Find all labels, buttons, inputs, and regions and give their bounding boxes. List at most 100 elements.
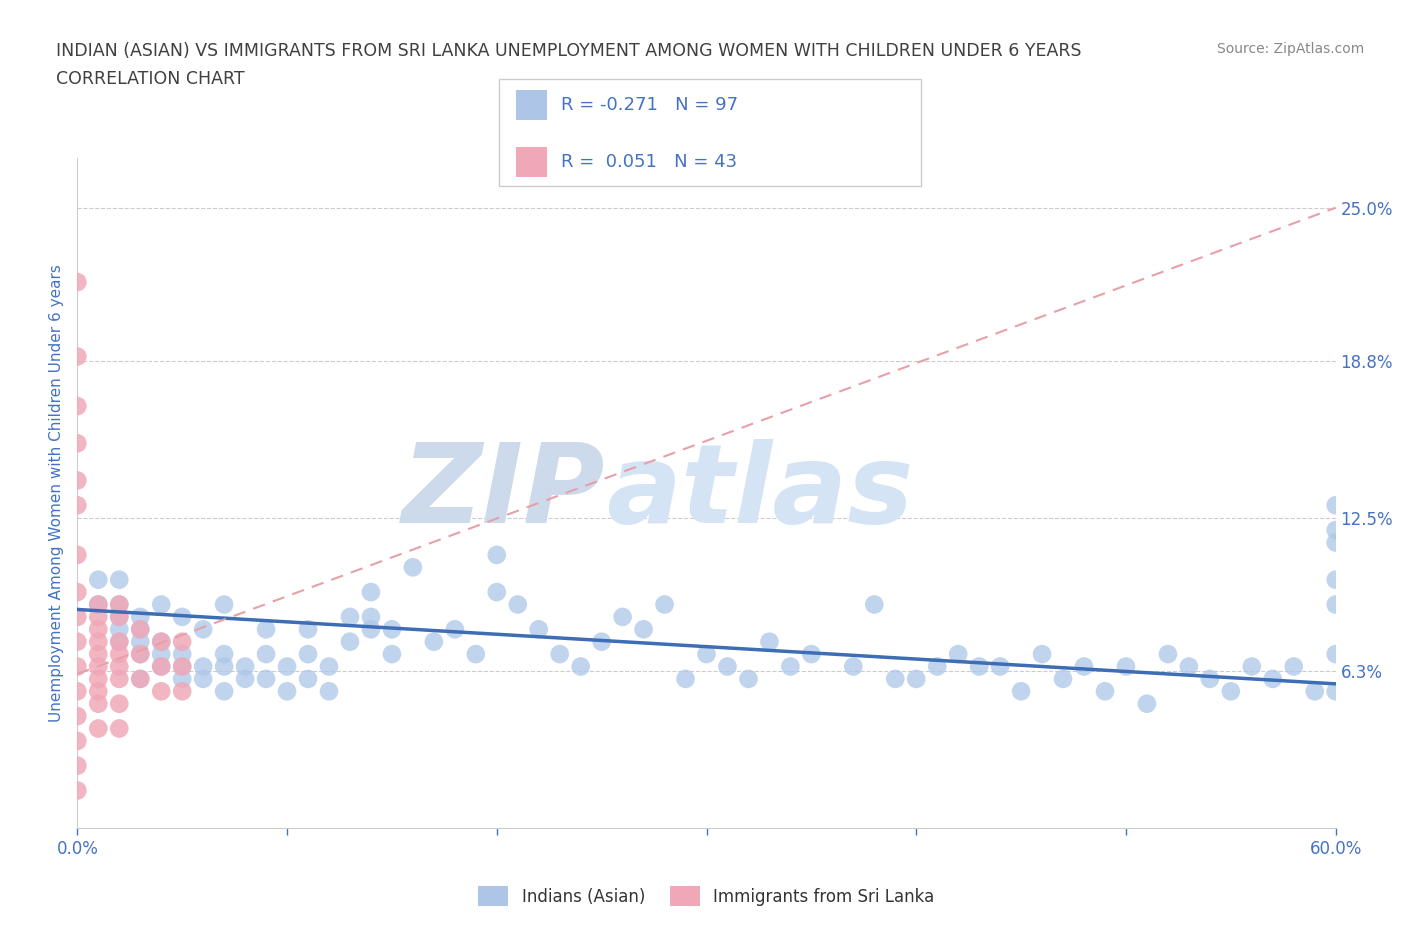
Point — [276, 659, 298, 674]
Point — [1219, 684, 1241, 698]
Point — [633, 622, 655, 637]
Point — [66, 684, 89, 698]
Point — [967, 659, 990, 674]
Point — [360, 622, 382, 637]
Point — [1094, 684, 1116, 698]
Point — [1136, 697, 1159, 711]
Point — [402, 560, 425, 575]
Point — [444, 622, 467, 637]
Point — [87, 609, 110, 624]
Point — [129, 646, 152, 661]
Point — [297, 646, 319, 661]
Point — [150, 634, 173, 649]
Point — [360, 609, 382, 624]
Point — [87, 634, 110, 649]
Point — [191, 659, 215, 674]
Point — [150, 597, 173, 612]
Point — [842, 659, 865, 674]
Point — [66, 473, 89, 488]
Point — [527, 622, 550, 637]
Point — [254, 622, 277, 637]
Text: R =  0.051   N = 43: R = 0.051 N = 43 — [561, 153, 737, 171]
Point — [108, 659, 131, 674]
Point — [66, 709, 89, 724]
Point — [129, 622, 152, 637]
Point — [1324, 498, 1347, 512]
Point — [548, 646, 571, 661]
Point — [172, 684, 194, 698]
Point — [87, 697, 110, 711]
Point — [1324, 572, 1347, 587]
Point — [675, 671, 697, 686]
Point — [87, 659, 110, 674]
Point — [423, 634, 446, 649]
Point — [87, 671, 110, 686]
Point — [150, 659, 173, 674]
Point — [1052, 671, 1074, 686]
Point — [1157, 646, 1180, 661]
Point — [66, 585, 89, 600]
Point — [66, 274, 89, 289]
Point — [779, 659, 801, 674]
Point — [988, 659, 1011, 674]
Point — [1324, 535, 1347, 550]
Point — [108, 646, 131, 661]
Point — [129, 634, 152, 649]
Point — [800, 646, 823, 661]
Point — [66, 734, 89, 749]
Point — [591, 634, 613, 649]
Point — [696, 646, 718, 661]
Point — [1178, 659, 1201, 674]
Point — [297, 622, 319, 637]
Point — [485, 548, 508, 563]
Text: INDIAN (ASIAN) VS IMMIGRANTS FROM SRI LANKA UNEMPLOYMENT AMONG WOMEN WITH CHILDR: INDIAN (ASIAN) VS IMMIGRANTS FROM SRI LA… — [56, 42, 1081, 60]
Point — [129, 646, 152, 661]
Point — [212, 659, 235, 674]
Point — [254, 671, 277, 686]
Point — [569, 659, 592, 674]
Point — [1115, 659, 1137, 674]
Point — [716, 659, 738, 674]
Point — [927, 659, 949, 674]
Point — [172, 671, 194, 686]
Point — [1324, 646, 1347, 661]
Point — [129, 671, 152, 686]
Point — [87, 646, 110, 661]
Point — [87, 597, 110, 612]
Point — [108, 597, 131, 612]
Point — [108, 572, 131, 587]
Point — [87, 622, 110, 637]
Point — [1199, 671, 1222, 686]
Point — [884, 671, 907, 686]
Point — [381, 646, 404, 661]
Point — [905, 671, 928, 686]
Point — [129, 671, 152, 686]
Point — [172, 609, 194, 624]
Point — [1240, 659, 1263, 674]
Point — [108, 622, 131, 637]
Point — [108, 597, 131, 612]
Text: atlas: atlas — [606, 439, 914, 547]
Point — [108, 721, 131, 736]
Point — [108, 697, 131, 711]
Point — [66, 659, 89, 674]
Point — [66, 634, 89, 649]
Point — [1073, 659, 1095, 674]
Point — [339, 634, 361, 649]
Point — [87, 597, 110, 612]
Point — [1324, 684, 1347, 698]
Point — [87, 572, 110, 587]
Point — [66, 349, 89, 364]
Point — [297, 671, 319, 686]
Point — [233, 671, 256, 686]
Point — [66, 498, 89, 512]
Point — [87, 684, 110, 698]
Text: CORRELATION CHART: CORRELATION CHART — [56, 70, 245, 87]
Text: Source: ZipAtlas.com: Source: ZipAtlas.com — [1216, 42, 1364, 56]
Point — [66, 609, 89, 624]
Point — [191, 671, 215, 686]
Point — [233, 659, 256, 674]
Text: ZIP: ZIP — [402, 439, 606, 547]
Point — [1261, 671, 1284, 686]
Point — [360, 585, 382, 600]
